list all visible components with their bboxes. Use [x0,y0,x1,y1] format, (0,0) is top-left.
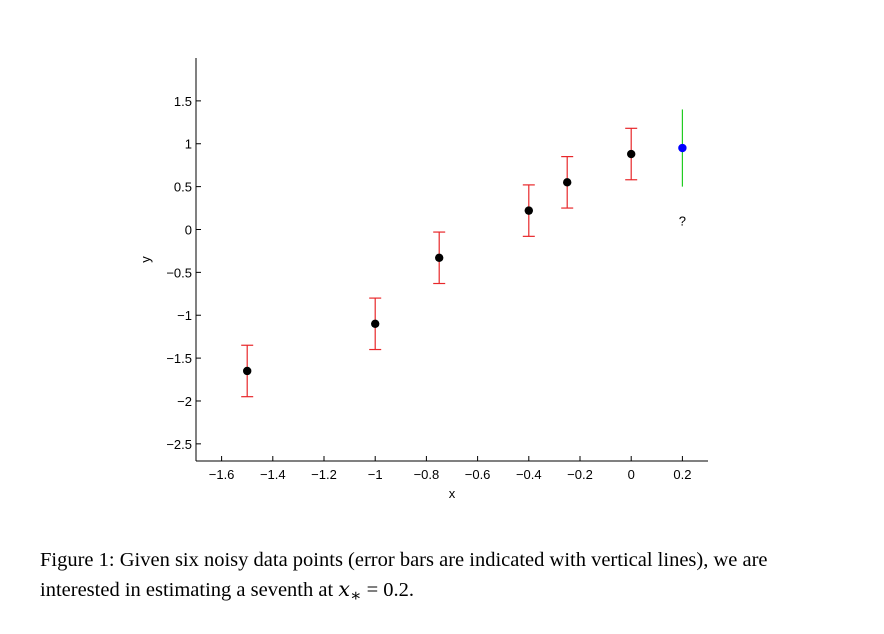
y-tick-label: −0.5 [166,265,192,280]
y-tick-label: 1 [185,137,192,152]
y-tick-label: 0 [185,222,192,237]
point [435,253,444,262]
x-tick-label: −0.2 [567,467,593,482]
x-tick-label: −0.8 [414,467,440,482]
x-tick-label: −0.4 [516,467,542,482]
caption-text: Figure 1: Given six noisy data points (e… [40,549,768,601]
x-tick-label: −0.6 [465,467,491,482]
point [627,149,636,159]
x-tick-label: 0.2 [673,467,691,482]
x-tick-label: −1.2 [311,467,337,482]
caption-math-rest: = 0.2. [366,579,415,601]
x-tick-label: −1.4 [260,467,286,482]
x-axis-label: x [449,486,456,501]
x-tick-label: 0 [628,467,635,482]
caption-math-sub: ∗ [349,586,362,607]
y-tick-label: −1.5 [166,351,192,366]
annotation: ? [679,214,686,229]
x-tick-label: −1.6 [209,467,235,482]
y-tick-label: 1.5 [174,94,192,109]
y-tick-label: −2 [177,394,192,409]
chart: −1.6 −1.4 −1.2 −1 −0.8 −0.6 −0.4 −0.2 0 0.2 −2.5 −2… [138,58,708,501]
y-axis-label: y [138,256,153,263]
x-tick-label: −1 [368,467,383,482]
point [524,206,533,215]
point [563,178,572,187]
point [371,319,380,329]
caption: Figure 1: Given six noisy data points (e… [40,546,850,611]
y-tick-label: −2.5 [166,437,192,452]
caption-math: x [338,577,350,601]
y-tick-label: −1 [177,308,192,323]
y-tick-label: 0.5 [174,180,192,195]
point [243,366,252,376]
point [678,143,687,153]
